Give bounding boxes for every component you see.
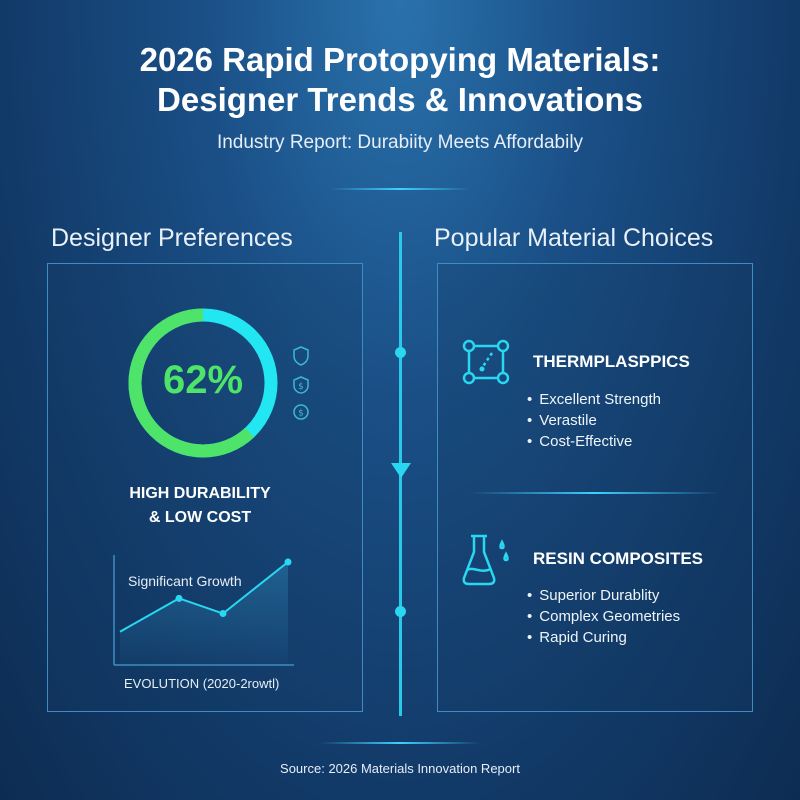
subtitle: Industry Report: Durabiity Meets Afforda… — [216, 132, 584, 153]
shield-icon — [293, 346, 309, 366]
svg-text:$: $ — [298, 382, 304, 392]
molecule-icon — [462, 339, 510, 385]
trend-point — [284, 558, 292, 566]
growth-trend-chart — [113, 555, 294, 666]
caption-line-2: & LOW COST — [148, 509, 252, 526]
divider — [470, 492, 720, 494]
trend-point — [219, 610, 227, 618]
title-line-1: 2026 Rapid Protopying Materials: — [139, 41, 661, 78]
donut-value: 62% — [162, 358, 244, 402]
dollar-coin-icon: $ — [293, 404, 309, 420]
divider — [330, 188, 470, 190]
timeline-dot — [395, 606, 406, 617]
material-point: Complex Geometries — [527, 606, 680, 627]
trend-line — [119, 561, 289, 633]
material-point: Superior Durablity — [527, 585, 680, 606]
source-note: Source: 2026 Materials Innovation Report — [280, 761, 520, 776]
material-name: THERMPLASPPICS — [533, 352, 690, 371]
preference-caption: HIGH DURABILITY & LOW COST — [100, 482, 300, 530]
material-point: Verastile — [527, 410, 661, 431]
trend-annotation: Significant Growth — [128, 573, 242, 589]
trend-point — [175, 594, 183, 602]
material-points: Excellent Strength Verastile Cost-Effect… — [527, 389, 661, 452]
page-title: 2026 Rapid Protopying Materials: Designer… — [0, 40, 800, 120]
donut-value-arc — [128, 308, 278, 458]
donut-chart — [128, 308, 278, 458]
dollar-shield-icon: $ — [293, 376, 309, 394]
material-points: Superior Durablity Complex Geometries Ra… — [527, 585, 680, 648]
svg-text:$: $ — [298, 409, 304, 419]
caption-line-1: HIGH DURABILITY — [129, 485, 271, 502]
material-point: Rapid Curing — [527, 627, 680, 648]
timeline-dot — [395, 347, 406, 358]
material-point: Cost-Effective — [527, 431, 661, 452]
divider — [320, 742, 480, 744]
trend-label: EVOLUTION (2020-2rowtl) — [124, 676, 280, 691]
material-point: Excellent Strength — [527, 389, 661, 410]
flask-icon — [462, 534, 509, 586]
section-title-preferences: Designer Preferences — [51, 224, 293, 252]
trend-area — [120, 562, 288, 665]
material-name: RESIN COMPOSITES — [533, 549, 704, 568]
arrow-down-icon — [391, 463, 411, 478]
title-line-2: Designer Trends & Innovations — [157, 81, 643, 118]
section-title-materials: Popular Material Choices — [434, 224, 714, 252]
